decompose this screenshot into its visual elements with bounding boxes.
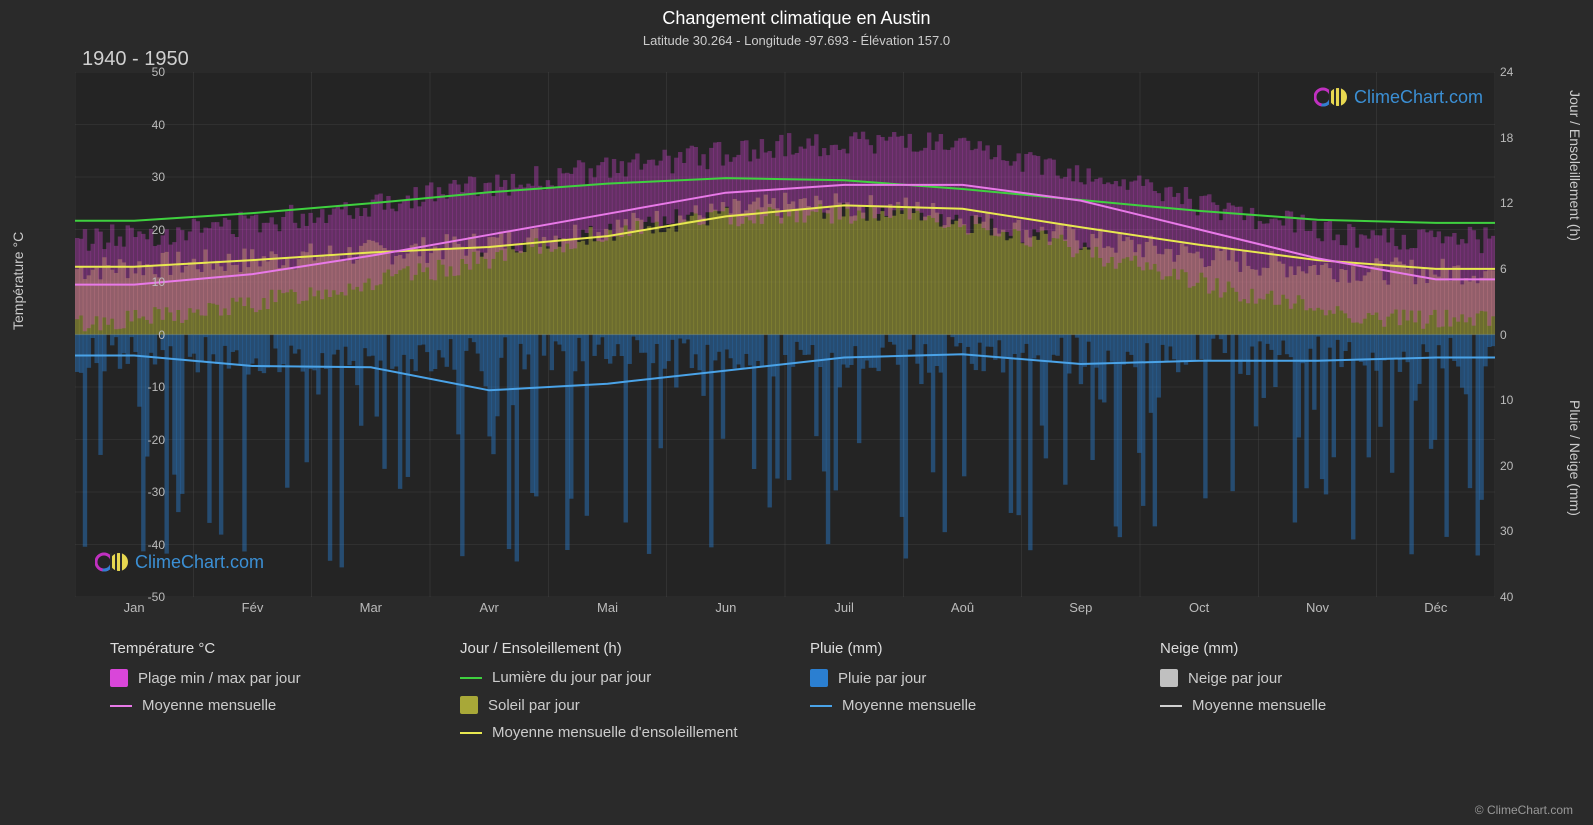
legend-swatch [460,677,482,679]
legend-item: Neige par jour [1160,669,1510,687]
legend-label: Neige par jour [1188,670,1282,687]
legend-swatch [810,669,828,687]
logo-bottom-left: ClimeChart.com [95,550,264,574]
legend-swatch [110,705,132,707]
legend-column: Jour / Ensoleillement (h) Lumière du jour… [460,640,810,751]
month-tick: Déc [1406,600,1466,615]
chart-svg [75,72,1495,597]
legend-item: Moyenne mensuelle d'ensoleillement [460,724,810,741]
legend-header: Température °C [110,640,460,657]
month-tick: Nov [1288,600,1348,615]
right-tick: 20 [1500,459,1540,473]
legend-item: Lumière du jour par jour [460,669,810,686]
legend-item: Pluie par jour [810,669,1160,687]
right-tick: 40 [1500,590,1540,604]
legend-label: Pluie par jour [838,670,926,687]
month-tick: Oct [1169,600,1229,615]
month-tick: Fév [223,600,283,615]
month-tick: Aoû [933,600,993,615]
legend-swatch [1160,669,1178,687]
legend-label: Plage min / max par jour [138,670,301,687]
right-tick: 24 [1500,65,1540,79]
legend-item: Moyenne mensuelle [1160,697,1510,714]
left-tick: 20 [125,223,165,237]
month-tick: Juil [814,600,874,615]
left-tick: -20 [125,433,165,447]
legend-swatch [1160,705,1182,707]
legend-label: Soleil par jour [488,697,580,714]
legend-label: Moyenne mensuelle [1192,697,1326,714]
left-tick: 50 [125,65,165,79]
legend-header: Jour / Ensoleillement (h) [460,640,810,657]
left-tick: -30 [125,485,165,499]
legend: Température °C Plage min / max par jour Mo… [110,640,1510,751]
logo-icon [95,550,129,574]
month-tick: Jan [104,600,164,615]
legend-item: Moyenne mensuelle [110,697,460,714]
logo-text: ClimeChart.com [1354,87,1483,108]
legend-item: Moyenne mensuelle [810,697,1160,714]
legend-label: Lumière du jour par jour [492,669,651,686]
chart-title: Changement climatique en Austin [0,0,1593,29]
month-tick: Avr [459,600,519,615]
legend-swatch [810,705,832,707]
right-tick: 10 [1500,393,1540,407]
legend-swatch [460,732,482,734]
legend-label: Moyenne mensuelle d'ensoleillement [492,724,738,741]
chart-subtitle: Latitude 30.264 - Longitude -97.693 - Él… [0,29,1593,48]
month-tick: Mai [578,600,638,615]
right-tick: 0 [1500,328,1540,342]
right-tick: 12 [1500,196,1540,210]
legend-label: Moyenne mensuelle [142,697,276,714]
legend-column: Pluie (mm) Pluie par jour Moyenne mensuell… [810,640,1160,751]
logo-top-right: ClimeChart.com [1314,85,1483,109]
chart-plot-area [75,72,1495,597]
left-tick: 0 [125,328,165,342]
right-tick: 30 [1500,524,1540,538]
left-tick: 10 [125,275,165,289]
legend-swatch [110,669,128,687]
right-tick: 6 [1500,262,1540,276]
left-tick: 40 [125,118,165,132]
left-tick: 30 [125,170,165,184]
month-tick: Jun [696,600,756,615]
legend-header: Neige (mm) [1160,640,1510,657]
logo-text: ClimeChart.com [135,552,264,573]
legend-column: Température °C Plage min / max par jour Mo… [110,640,460,751]
legend-item: Soleil par jour [460,696,810,714]
right-axis-bot-label: Pluie / Neige (mm) [1567,400,1583,516]
copyright: © ClimeChart.com [1475,803,1573,817]
legend-item: Plage min / max par jour [110,669,460,687]
legend-header: Pluie (mm) [810,640,1160,657]
right-tick: 18 [1500,131,1540,145]
month-tick: Mar [341,600,401,615]
right-axis-top-label: Jour / Ensoleillement (h) [1567,90,1583,241]
legend-column: Neige (mm) Neige par jour Moyenne mensuell… [1160,640,1510,751]
left-axis-label: Température °C [10,232,26,330]
legend-label: Moyenne mensuelle [842,697,976,714]
left-tick: -10 [125,380,165,394]
legend-swatch [460,696,478,714]
month-tick: Sep [1051,600,1111,615]
logo-icon [1314,85,1348,109]
